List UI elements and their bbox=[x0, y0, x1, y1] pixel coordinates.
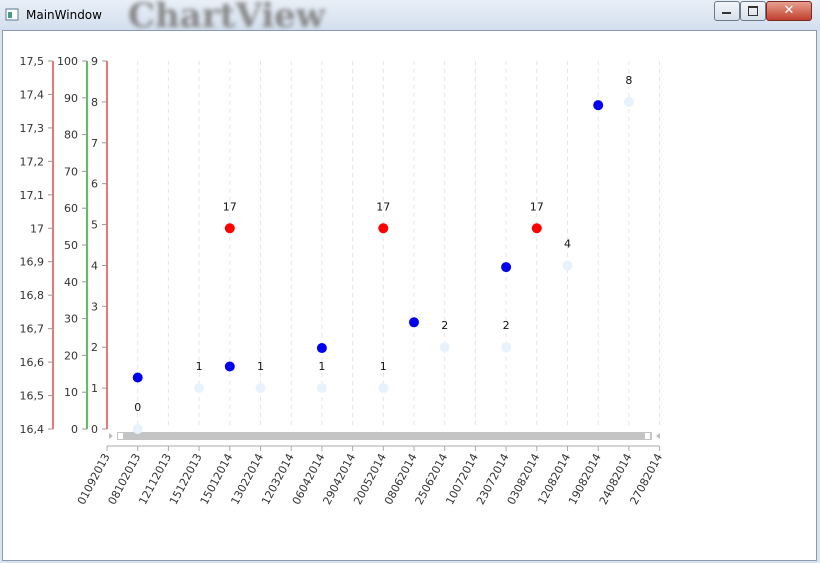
y-tick-label: 8 bbox=[91, 96, 98, 109]
y-tick-label: 0 bbox=[91, 423, 98, 436]
data-label: 17 bbox=[376, 200, 390, 213]
data-label: 1 bbox=[318, 360, 325, 373]
close-button[interactable]: ✕ bbox=[766, 1, 812, 21]
scrollbar[interactable] bbox=[117, 432, 652, 440]
data-point bbox=[439, 342, 450, 353]
data-point bbox=[501, 262, 512, 273]
y-tick-label: 16,5 bbox=[20, 390, 45, 403]
y-tick-label: 4 bbox=[91, 259, 98, 272]
y-tick-label: 17,2 bbox=[20, 155, 45, 168]
y-tick-label: 3 bbox=[91, 300, 98, 313]
data-point bbox=[316, 343, 327, 354]
data-label: 2 bbox=[503, 319, 510, 332]
y-tick-label: 16,7 bbox=[20, 323, 45, 336]
y-tick-label: 100 bbox=[57, 55, 78, 68]
data-label: 1 bbox=[380, 360, 387, 373]
data-point bbox=[409, 317, 419, 328]
y-tick-label: 16,4 bbox=[20, 423, 45, 436]
data-point bbox=[224, 361, 235, 372]
y-tick-label: 20 bbox=[64, 349, 78, 362]
y-tick-label: 16,9 bbox=[20, 256, 45, 269]
data-label: 4 bbox=[564, 237, 571, 250]
data-point bbox=[224, 223, 235, 234]
y-tick-label: 9 bbox=[91, 55, 98, 68]
data-point bbox=[593, 100, 604, 111]
y-tick-label: 17,1 bbox=[20, 189, 45, 202]
scroll-thumb-left[interactable] bbox=[118, 433, 123, 439]
data-point bbox=[501, 342, 512, 353]
y-tick-label: 10 bbox=[64, 386, 78, 399]
data-label: 17 bbox=[223, 200, 237, 213]
y-tick-label: 5 bbox=[91, 219, 98, 232]
data-label: 2 bbox=[441, 319, 448, 332]
maximize-button[interactable] bbox=[740, 1, 766, 21]
y-tick-label: 17 bbox=[30, 222, 44, 235]
scroll-thumb-right[interactable] bbox=[645, 433, 650, 439]
app-icon bbox=[5, 8, 19, 21]
window-title: MainWindow bbox=[26, 8, 102, 22]
data-point bbox=[378, 383, 389, 394]
y-tick-label: 50 bbox=[64, 239, 78, 252]
data-point bbox=[562, 260, 573, 271]
y-tick-label: 6 bbox=[91, 178, 98, 191]
y-tick-label: 16,8 bbox=[20, 289, 45, 302]
minimize-button[interactable] bbox=[714, 1, 740, 21]
y-tick-label: 17,5 bbox=[20, 55, 45, 68]
data-label: 1 bbox=[196, 360, 203, 373]
y-tick-label: 0 bbox=[71, 423, 78, 436]
y-tick-label: 90 bbox=[64, 92, 78, 105]
y-tick-label: 1 bbox=[91, 382, 98, 395]
y-tick-label: 17,4 bbox=[20, 88, 45, 101]
title-bar: ChartView MainWindow ✕ bbox=[0, 0, 820, 36]
y-tick-label: 40 bbox=[64, 276, 78, 289]
data-point bbox=[255, 383, 266, 394]
data-point bbox=[378, 223, 389, 234]
data-point bbox=[531, 223, 542, 234]
y-tick-label: 70 bbox=[64, 165, 78, 178]
y-tick-label: 2 bbox=[91, 341, 98, 354]
data-point bbox=[132, 424, 143, 434]
data-label: 1 bbox=[257, 360, 264, 373]
data-label: 8 bbox=[625, 74, 632, 87]
y-tick-label: 7 bbox=[91, 137, 98, 150]
data-label: 17 bbox=[530, 200, 544, 213]
data-point bbox=[316, 383, 327, 394]
data-point bbox=[623, 96, 634, 107]
y-tick-label: 30 bbox=[64, 313, 78, 326]
y-tick-label: 60 bbox=[64, 202, 78, 215]
y-tick-label: 17,3 bbox=[20, 122, 45, 135]
data-label: 0 bbox=[134, 401, 141, 414]
y-tick-label: 80 bbox=[64, 129, 78, 142]
data-point bbox=[132, 372, 143, 383]
y-tick-label: 16,6 bbox=[20, 356, 45, 369]
data-point bbox=[194, 383, 205, 394]
